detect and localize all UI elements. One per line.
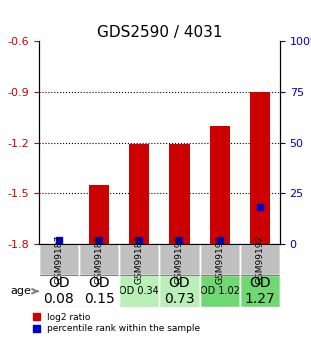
Bar [210, 126, 230, 244]
Text: age: age [11, 286, 38, 296]
Text: GSM99188: GSM99188 [95, 235, 104, 284]
Bar [169, 144, 189, 244]
Text: GSM99187: GSM99187 [54, 235, 63, 284]
Text: GSM99189: GSM99189 [135, 235, 144, 284]
Text: OD 0.34: OD 0.34 [119, 286, 159, 296]
Title: GDS2590 / 4031: GDS2590 / 4031 [97, 25, 222, 40]
Text: GSM99190: GSM99190 [175, 235, 184, 284]
FancyBboxPatch shape [79, 244, 119, 275]
FancyBboxPatch shape [160, 275, 200, 307]
FancyBboxPatch shape [160, 244, 200, 275]
FancyBboxPatch shape [39, 275, 79, 307]
FancyBboxPatch shape [79, 275, 119, 307]
Text: GSM99191: GSM99191 [215, 235, 224, 284]
FancyBboxPatch shape [240, 275, 280, 307]
Text: OD
0.15: OD 0.15 [84, 276, 114, 306]
Text: OD
0.08: OD 0.08 [44, 276, 74, 306]
Text: OD 1.02: OD 1.02 [200, 286, 239, 296]
Legend: log2 ratio, percentile rank within the sample: log2 ratio, percentile rank within the s… [30, 309, 204, 337]
Text: OD
0.73: OD 0.73 [164, 276, 195, 306]
Bar [250, 92, 270, 244]
Text: GSM99192: GSM99192 [255, 235, 264, 284]
FancyBboxPatch shape [200, 275, 240, 307]
Text: OD
1.27: OD 1.27 [244, 276, 275, 306]
Bar [89, 185, 109, 244]
FancyBboxPatch shape [119, 275, 160, 307]
FancyBboxPatch shape [240, 244, 280, 275]
FancyBboxPatch shape [119, 244, 160, 275]
FancyBboxPatch shape [200, 244, 240, 275]
FancyBboxPatch shape [39, 244, 79, 275]
Bar [129, 144, 149, 244]
